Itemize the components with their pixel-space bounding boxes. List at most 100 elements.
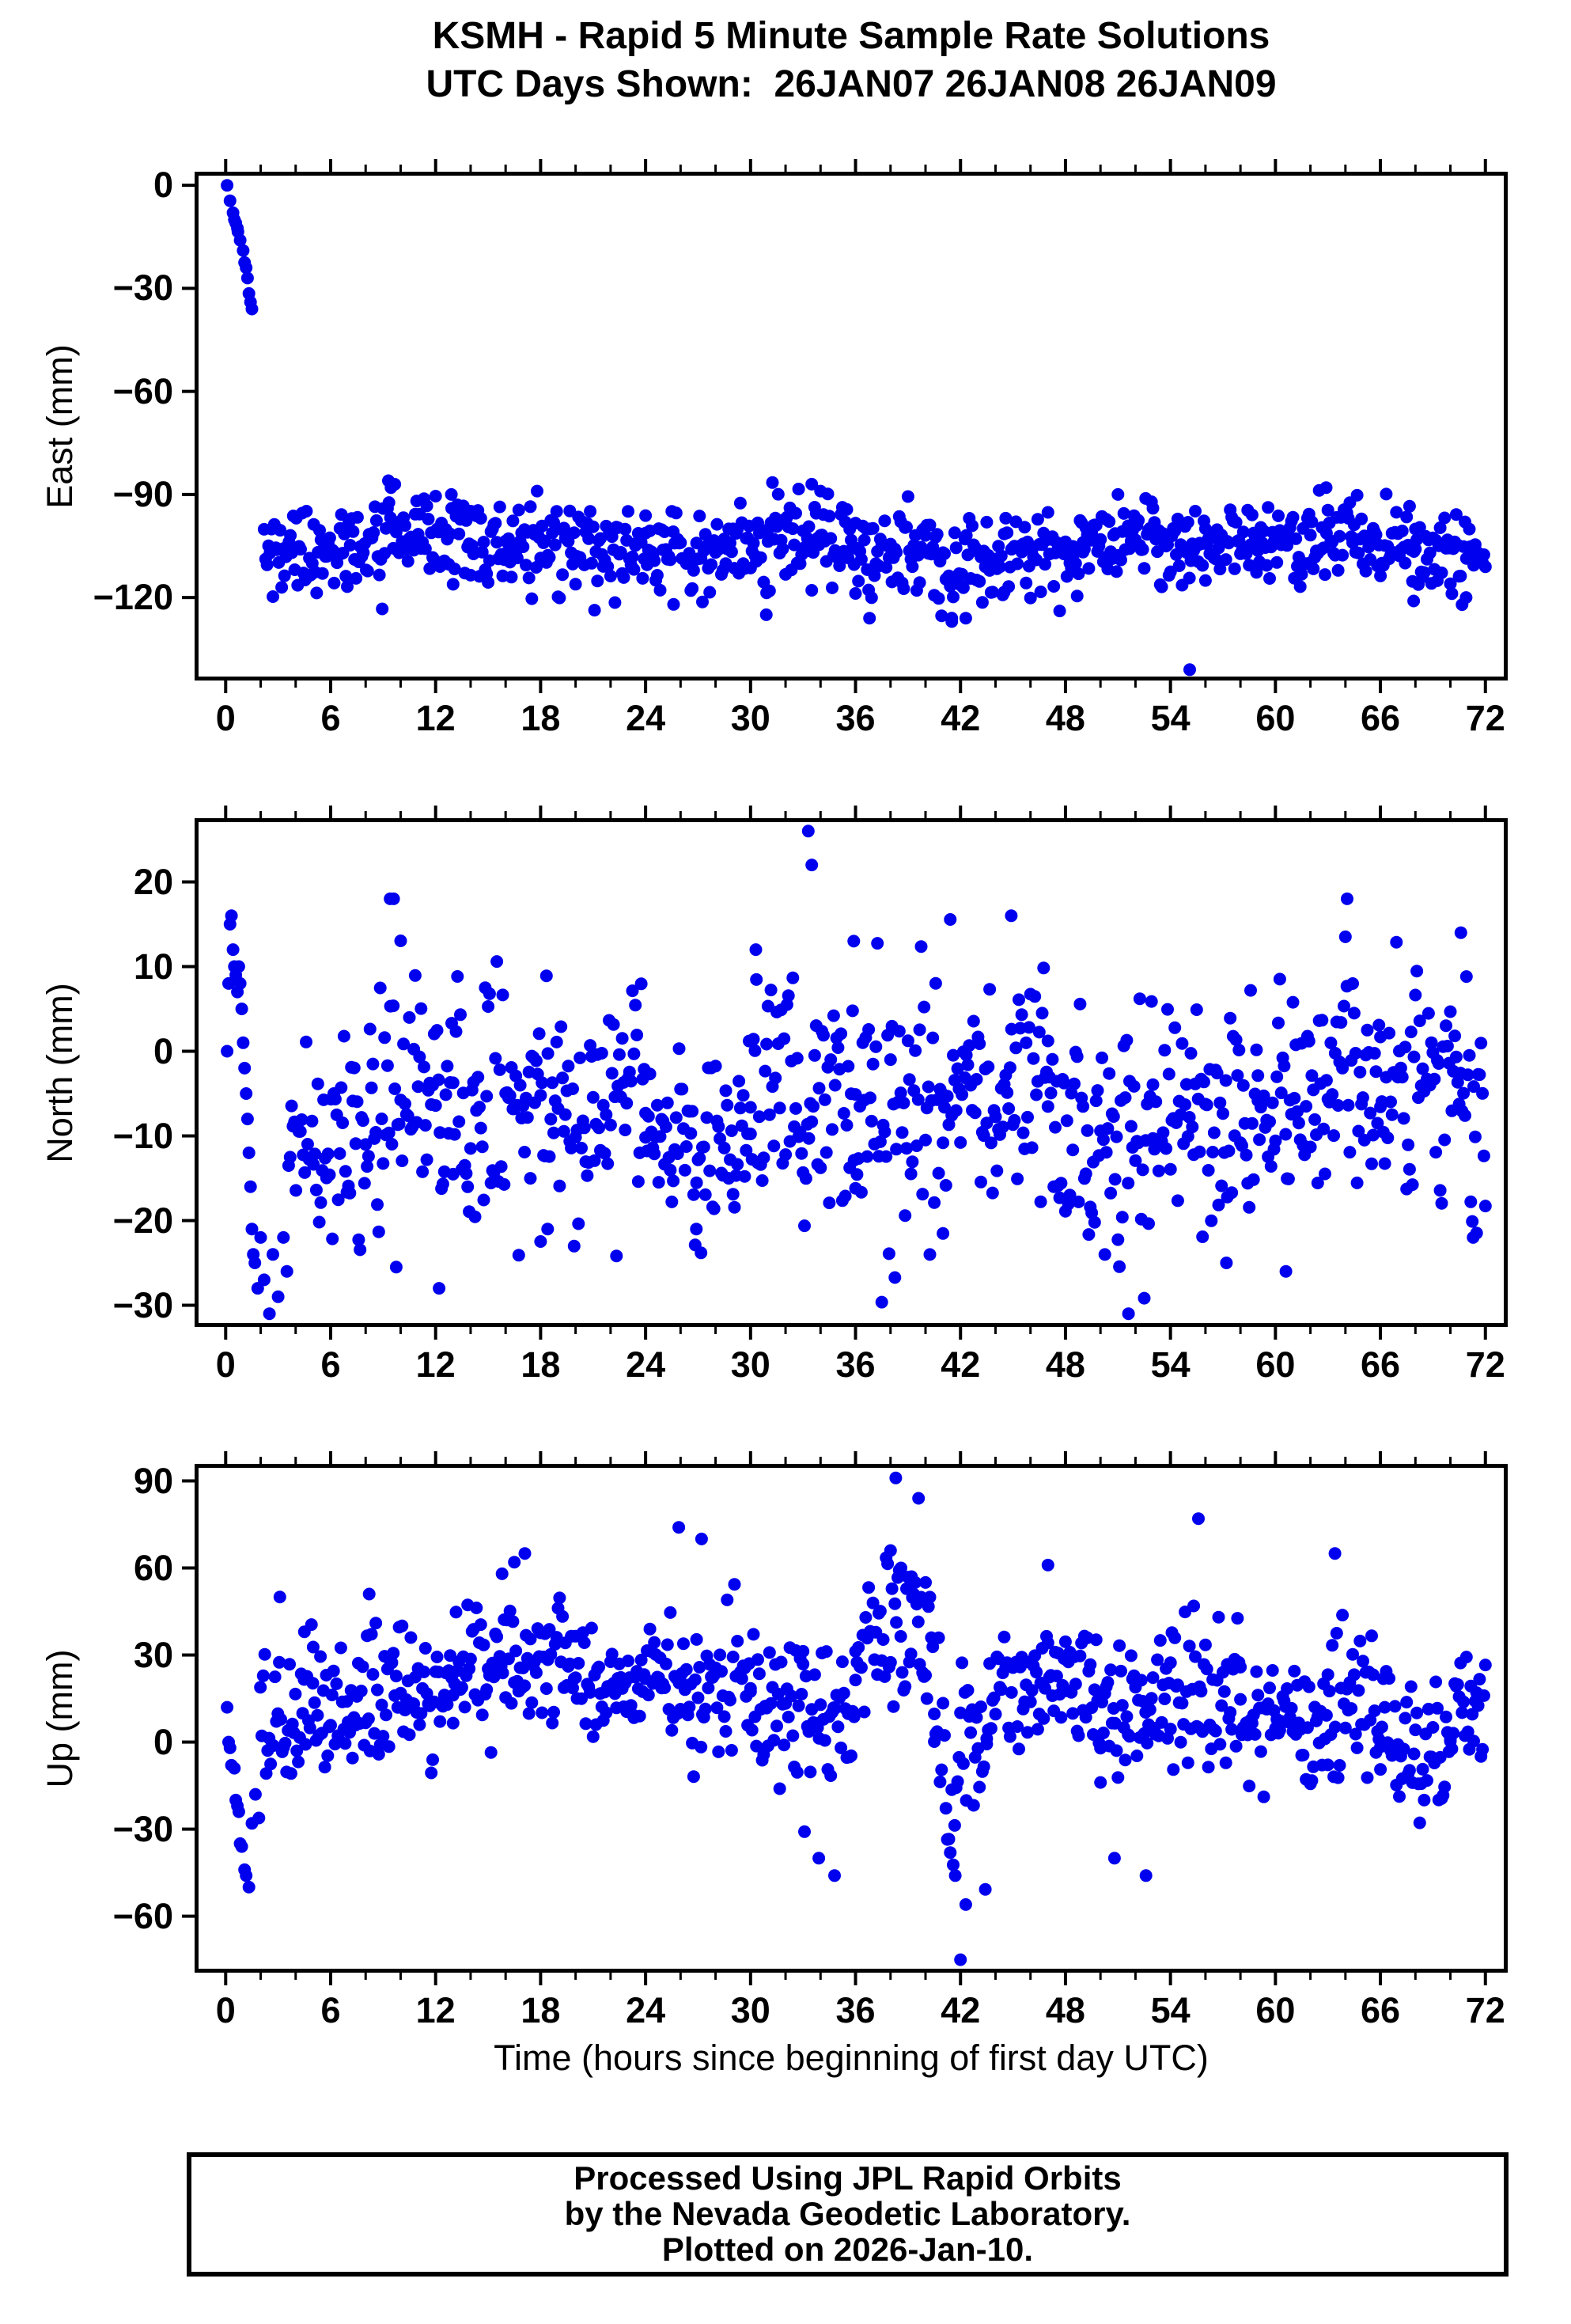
data-point [464,1142,477,1155]
data-point [233,976,247,990]
data-point [1311,1177,1324,1189]
data-point [966,519,979,533]
data-point [752,1667,766,1681]
x-tick-label: 6 [320,1344,341,1385]
data-point [755,1174,769,1187]
data-point [786,522,800,536]
data-point [1021,1726,1034,1739]
data-point [240,1087,253,1100]
data-point [245,1223,259,1236]
data-point [959,1897,972,1911]
data-point [245,302,259,316]
data-point [1070,590,1084,603]
data-point [1186,1120,1199,1134]
data-point [1429,1146,1443,1159]
data-point [292,1755,305,1769]
data-point [884,1544,897,1557]
data-point [470,1602,483,1614]
data-point [1037,1712,1050,1725]
x-tick-label: 18 [521,698,561,738]
data-point [1050,1670,1063,1683]
data-point [433,1715,447,1728]
data-point [828,1869,841,1882]
data-point [639,509,653,522]
data-point [626,984,639,998]
data-point [1149,1095,1163,1109]
data-point [1041,1636,1054,1650]
data-point [1210,1067,1224,1080]
data-point [1416,1762,1429,1776]
data-point [1278,1060,1291,1073]
data-point [285,1099,298,1113]
data-point [939,1802,952,1815]
data-point [1172,559,1186,572]
data-point [1326,1639,1339,1652]
data-point [1319,1708,1333,1722]
data-point [375,1113,388,1125]
data-point [1207,1126,1221,1139]
data-point [1463,1048,1476,1062]
data-point [1331,563,1345,577]
data-point [1331,1099,1345,1112]
data-point [629,999,642,1012]
data-point [733,496,747,510]
data-point [744,1128,757,1140]
data-point [1327,1129,1341,1143]
data-point [1228,562,1241,575]
data-point [505,1697,518,1710]
data-point [577,1121,591,1135]
data-point [1084,1658,1097,1671]
data-point [1333,1759,1346,1772]
data-point [1350,1741,1364,1754]
data-point [1082,1228,1096,1242]
data-point [605,1067,619,1080]
data-point [1366,1668,1380,1681]
data-point [802,520,816,533]
data-point [1399,1041,1412,1054]
data-point [744,1101,757,1114]
data-point [222,976,235,990]
data-point [306,1677,320,1690]
data-point [550,1035,563,1048]
data-point [1395,525,1409,537]
data-point [733,1101,747,1115]
data-point [947,1048,960,1062]
data-point [1328,1720,1342,1734]
data-point [354,1685,368,1697]
data-point [763,584,776,597]
data-point [1378,1157,1391,1170]
data-point [325,1689,339,1701]
data-point [1198,1075,1210,1089]
data-point [275,581,289,594]
data-point [586,520,600,533]
data-point [901,1034,914,1048]
data-point [926,1640,940,1654]
data-point [1005,909,1018,923]
data-point [496,988,509,1002]
data-point [418,1665,430,1678]
data-point [1286,510,1300,524]
data-point [362,1712,375,1726]
data-point [918,1000,931,1014]
data-point [648,1636,661,1649]
data-point [1110,1744,1123,1757]
data-point [1361,1771,1374,1784]
data-point [1108,1173,1122,1186]
data-point [482,576,495,589]
data-point [878,514,891,528]
data-point [624,1075,638,1088]
data-point [1445,587,1459,601]
data-point [873,1135,887,1148]
data-point [1032,1026,1046,1039]
data-point [1338,999,1350,1013]
data-point [1156,1126,1170,1139]
y-tick-label: −120 [93,577,173,618]
data-point [1058,1076,1071,1090]
data-point [318,1761,331,1774]
data-point [920,1692,933,1705]
data-point [1395,1071,1409,1084]
data-point [1146,502,1160,515]
data-point [448,563,461,575]
data-point [808,1668,821,1681]
data-point [1323,1685,1336,1698]
